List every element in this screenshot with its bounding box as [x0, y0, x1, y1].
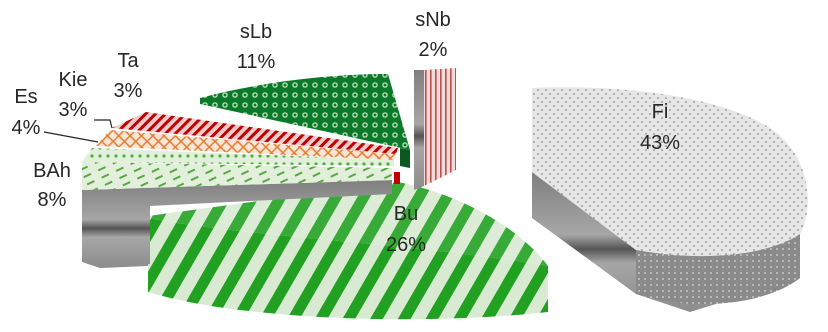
slice-snb-top [424, 68, 456, 186]
slice-fi-front [636, 234, 800, 305]
label-bu-value: 26% [386, 234, 426, 256]
label-bu-name: Bu [394, 203, 418, 225]
data-labels: Fi 43% Bu 26% BAh 8% Es 4% Kie 3% Ta 3% … [12, 9, 681, 256]
slice-bah-top [82, 162, 392, 190]
label-fi-value: 43% [640, 132, 680, 154]
label-slb-name: sLb [240, 21, 272, 43]
label-es-value: 4% [12, 117, 41, 139]
leader-line-kie [94, 119, 113, 129]
slice-kie [96, 130, 396, 160]
label-bah-value: 8% [38, 189, 67, 211]
label-es-name: Es [14, 86, 37, 108]
slice-ta-edge [394, 172, 400, 184]
label-kie-value: 3% [59, 99, 88, 121]
label-kie-name: Kie [59, 69, 88, 91]
label-bah-name: BAh [33, 160, 71, 182]
slice-slb-side [400, 148, 410, 168]
slice-fi [532, 87, 808, 312]
label-slb-value: 11% [237, 51, 276, 73]
slice-snb-side [414, 70, 424, 190]
label-ta-name: Ta [117, 50, 139, 72]
label-snb-name: sNb [415, 9, 451, 31]
slice-kie-top [96, 130, 396, 160]
slice-bah [82, 162, 392, 268]
slice-fi-top [532, 87, 808, 257]
slice-slb [200, 74, 410, 168]
slice-bah-side [82, 180, 392, 268]
slice-bu-front [148, 218, 548, 320]
slice-bu-top [148, 182, 548, 266]
leader-line-es [43, 131, 99, 143]
label-ta-value: 3% [114, 80, 143, 102]
slice-ta-top [112, 112, 398, 154]
slice-slb-top [200, 74, 410, 150]
slice-es [82, 148, 394, 166]
slice-es-top [82, 148, 394, 166]
slice-ta [112, 112, 400, 184]
slice-snb [414, 68, 456, 190]
label-fi-name: Fi [652, 101, 669, 123]
label-snb-value: 2% [419, 39, 448, 61]
